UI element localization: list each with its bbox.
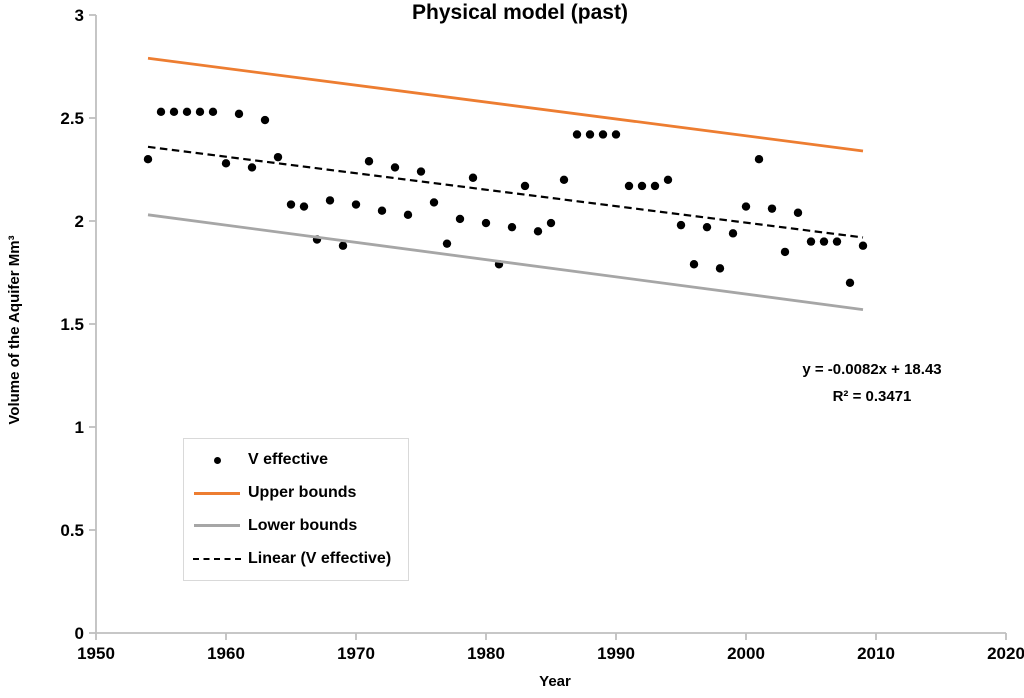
data-point	[182, 107, 192, 117]
legend-item-v-effective: V effective	[192, 445, 408, 475]
x-tick-label: 2020	[987, 644, 1024, 663]
data-point	[286, 200, 296, 209]
legend-line-icon	[192, 524, 242, 528]
data-point	[585, 130, 595, 139]
data-point	[208, 107, 218, 117]
trendline-equation: y = -0.0082x + 18.43 R² = 0.3471	[740, 356, 1004, 410]
data-point	[572, 130, 582, 139]
data-point	[442, 239, 452, 248]
data-point	[676, 220, 686, 230]
data-point	[819, 237, 829, 246]
data-point	[793, 208, 803, 217]
data-point	[416, 167, 426, 176]
data-point	[221, 159, 231, 168]
legend-line-icon	[192, 491, 242, 495]
y-tick-label: 3	[75, 6, 84, 25]
x-tick-label: 2000	[727, 644, 765, 663]
data-point	[520, 181, 530, 191]
data-point	[741, 202, 751, 211]
x-axis-title: Year	[539, 673, 571, 690]
data-point	[390, 163, 400, 172]
data-point	[325, 196, 335, 205]
data-point	[832, 237, 842, 246]
data-point	[715, 264, 725, 273]
data-point	[481, 218, 491, 228]
data-point	[403, 210, 413, 220]
y-tick-label: 2	[75, 212, 84, 231]
data-point	[754, 155, 764, 164]
equation-line: y = -0.0082x + 18.43	[802, 361, 942, 378]
data-point	[702, 222, 712, 232]
data-point	[364, 157, 374, 166]
data-point	[195, 107, 205, 117]
data-point	[507, 222, 517, 232]
data-point	[377, 206, 387, 215]
data-point	[143, 155, 153, 164]
data-point	[260, 115, 270, 125]
x-tick-label: 1950	[77, 644, 115, 663]
data-point	[845, 278, 855, 287]
data-point	[156, 107, 166, 117]
legend: V effective Upper bounds Lower bounds Linea…	[183, 438, 409, 581]
chart-title: Physical model (past)	[412, 1, 628, 24]
data-point	[169, 107, 179, 117]
y-tick-label: 1.5	[60, 315, 84, 334]
legend-dot-marker-icon	[192, 456, 242, 464]
data-point	[663, 175, 673, 184]
trendline	[147, 145, 864, 239]
legend-item-lower-bounds: Lower bounds	[192, 511, 408, 541]
y-axis-title: Volume of the Aquifer Mm³	[6, 235, 23, 425]
x-tick-label: 2010	[857, 644, 895, 663]
data-point	[598, 130, 608, 139]
data-point	[611, 130, 621, 139]
legend-label: Upper bounds	[248, 484, 357, 502]
data-point	[689, 260, 699, 269]
data-point	[806, 237, 816, 246]
data-point	[559, 175, 569, 184]
data-point	[780, 247, 790, 257]
y-tick-label: 0	[75, 624, 84, 643]
data-point	[455, 214, 465, 224]
data-point	[234, 109, 244, 119]
y-tick-label: 1	[75, 418, 84, 437]
data-point	[624, 181, 634, 191]
x-tick-label: 1990	[597, 644, 635, 663]
data-point	[728, 229, 738, 238]
legend-dashed-line-icon	[192, 557, 242, 560]
data-point	[546, 218, 556, 228]
data-point	[858, 241, 868, 250]
legend-label: Linear (V effective)	[248, 549, 392, 567]
data-point	[273, 152, 283, 162]
x-tick-label: 1960	[207, 644, 245, 663]
legend-item-upper-bounds: Upper bounds	[192, 478, 408, 508]
legend-item-linear-v-effective: Linear (V effective)	[192, 544, 408, 574]
data-point	[637, 181, 647, 191]
upper-bounds-line	[147, 56, 864, 153]
r-squared-line: R² = 0.3471	[832, 388, 912, 405]
x-tick-label: 1970	[337, 644, 375, 663]
legend-label: V effective	[248, 451, 329, 469]
y-tick-label: 0.5	[60, 521, 84, 540]
lower-bounds-line	[147, 213, 864, 311]
data-point	[247, 163, 257, 172]
data-point	[429, 198, 439, 207]
data-point	[351, 200, 361, 209]
y-tick-label: 2.5	[60, 109, 84, 128]
data-point	[650, 181, 660, 191]
data-point	[468, 173, 478, 182]
data-point	[299, 202, 309, 211]
data-point	[533, 227, 543, 236]
data-point	[767, 204, 777, 213]
legend-label: Lower bounds	[248, 516, 358, 534]
x-tick-label: 1980	[467, 644, 505, 663]
data-point	[338, 241, 348, 250]
